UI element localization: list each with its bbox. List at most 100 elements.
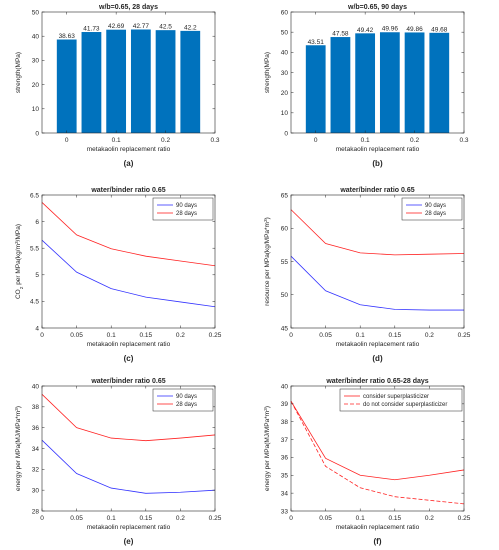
x-tick-label: 0.3 [210, 137, 219, 144]
x-tick-label: 0.2 [425, 332, 434, 339]
bar [379, 32, 400, 134]
y-tick-label: 35 [281, 473, 289, 480]
x-tick-label: 0.2 [425, 515, 434, 522]
y-tick-label: 0 [284, 130, 288, 137]
y-axis-label-part: 2 [19, 286, 25, 289]
x-tick-label: 0.05 [319, 332, 332, 339]
x-tick-label: 0.1 [361, 137, 370, 144]
y-tick-label: 65 [281, 192, 289, 199]
legend: 90 days 28 days [152, 388, 214, 412]
bar [404, 32, 425, 133]
bar-value-label: 42.69 [108, 23, 125, 30]
y-tick-label: 33 [281, 508, 289, 515]
y-tick-label: 10 [32, 106, 40, 113]
x-tick-label: 0.2 [410, 137, 419, 144]
bar [130, 29, 151, 134]
axes-box [41, 11, 216, 134]
chart-e: water/binder ratio 0.65 0 0.05 0.1 0.15 0.2 0.… [14, 378, 222, 546]
y-tick-label: 4.5 [30, 299, 39, 306]
x-tick-label: 0.2 [176, 332, 185, 339]
panel-label: (b) [372, 159, 383, 168]
y-axis-label-part: ) [264, 217, 271, 219]
chart-d: water/binder ratio 0.65 0 0.05 0.1 0.15 0.2 0.… [263, 187, 471, 363]
y-tick-label: 50 [281, 292, 289, 299]
y-axis-label: resource per MPa(kg/MPa*m3) [263, 217, 272, 306]
x-tick-label: 0.2 [176, 515, 185, 522]
x-tick-label: 0.3 [459, 137, 468, 144]
chart-title: water/binder ratio 0.65 [90, 378, 165, 385]
y-tick-label: 60 [281, 226, 289, 233]
x-tick-label: 0.2 [161, 137, 170, 144]
y-tick-label: 40 [281, 383, 289, 390]
y-axis-label-part: ) [264, 406, 271, 408]
y-tick-label: 36 [32, 425, 40, 432]
y-tick-label: 36 [281, 455, 289, 462]
x-tick-label: 0.05 [319, 515, 332, 522]
y-tick-label: 34 [281, 490, 289, 497]
legend-box [339, 388, 463, 412]
y-tick-label: 30 [32, 487, 40, 494]
chart-a: w/b=0.65, 28 days 38.63 41.73 42.69 42.77 42.… [15, 4, 220, 168]
y-axis-label-part: resource per MPa(kg/MPa*m [264, 222, 271, 306]
y-axis-label-part: ) [15, 406, 22, 408]
y-tick-label: 37 [281, 437, 289, 444]
x-tick-label: 0.25 [458, 332, 471, 339]
chart-title: w/b=0.65, 90 days [347, 4, 407, 11]
legend: consider superplasticizer do not consider… [339, 388, 463, 412]
y-tick-label: 40 [281, 50, 289, 57]
bar-value-label: 38.63 [59, 33, 76, 40]
y-tick-label: 34 [32, 446, 40, 453]
y-axis-label-part: CO [15, 289, 22, 299]
legend-label: 28 days [176, 402, 197, 408]
y-tick-label: 28 [32, 508, 40, 515]
bar-value-label: 49.86 [406, 26, 423, 33]
x-tick-label: 0 [314, 137, 318, 144]
x-axis-label: metakaolin replacement ratio [336, 146, 420, 153]
legend-label: 90 days [425, 203, 446, 209]
y-tick-label: 6.5 [30, 192, 39, 199]
x-tick-label: 0.15 [388, 515, 401, 522]
chart-f: water/binder ratio 0.65-28 days 0 0.05 0.1 0… [263, 378, 471, 546]
y-axis-label: energy per MPa(MJ/MPa*m3) [263, 406, 272, 491]
x-tick-label: 0.05 [70, 515, 83, 522]
bar-value-label: 41.73 [83, 26, 100, 33]
x-axis-label: metakaolin replacement ratio [336, 341, 420, 348]
bar-value-label: 42.77 [133, 23, 150, 30]
x-axis-label: metakaolin replacement ratio [87, 341, 171, 348]
y-tick-label: 38 [32, 404, 40, 411]
x-tick-label: 0.05 [70, 332, 83, 339]
panel-label: (d) [372, 354, 383, 363]
y-tick-label: 4 [35, 325, 39, 332]
x-tick-label: 0 [289, 515, 293, 522]
legend-box [152, 197, 214, 221]
legend-label: 90 days [176, 203, 197, 209]
bar [355, 33, 376, 133]
panel-label: (f) [374, 537, 382, 546]
y-tick-label: 40 [32, 34, 40, 41]
y-tick-label: 38 [281, 419, 289, 426]
y-tick-label: 50 [281, 29, 289, 36]
x-tick-label: 0 [40, 515, 44, 522]
x-tick-label: 0 [40, 332, 44, 339]
y-tick-label: 39 [281, 401, 289, 408]
series-line [41, 439, 216, 494]
series-line [41, 202, 216, 267]
y-axis-label-part: /MPa) [15, 224, 22, 241]
bar [305, 45, 326, 133]
chart-b: w/b=0.65, 90 days 43.51 47.58 49.42 49.96 49.… [264, 4, 469, 168]
bar-value-label: 47.58 [332, 31, 349, 38]
y-tick-label: 6 [35, 219, 39, 226]
bar [56, 39, 77, 134]
x-tick-label: 0.25 [209, 332, 222, 339]
chart-title: water/binder ratio 0.65 [339, 187, 414, 194]
y-tick-label: 30 [281, 70, 289, 77]
bar-value-label: 42.2 [184, 24, 197, 31]
legend-box [152, 388, 214, 412]
y-tick-label: 0 [35, 130, 39, 137]
legend-label: do not consider superplasticizer [363, 402, 447, 408]
y-axis-label-part: 3 [263, 408, 269, 411]
x-tick-label: 0.1 [107, 515, 116, 522]
bar-value-label: 49.42 [357, 27, 374, 34]
y-tick-label: 10 [281, 110, 289, 117]
